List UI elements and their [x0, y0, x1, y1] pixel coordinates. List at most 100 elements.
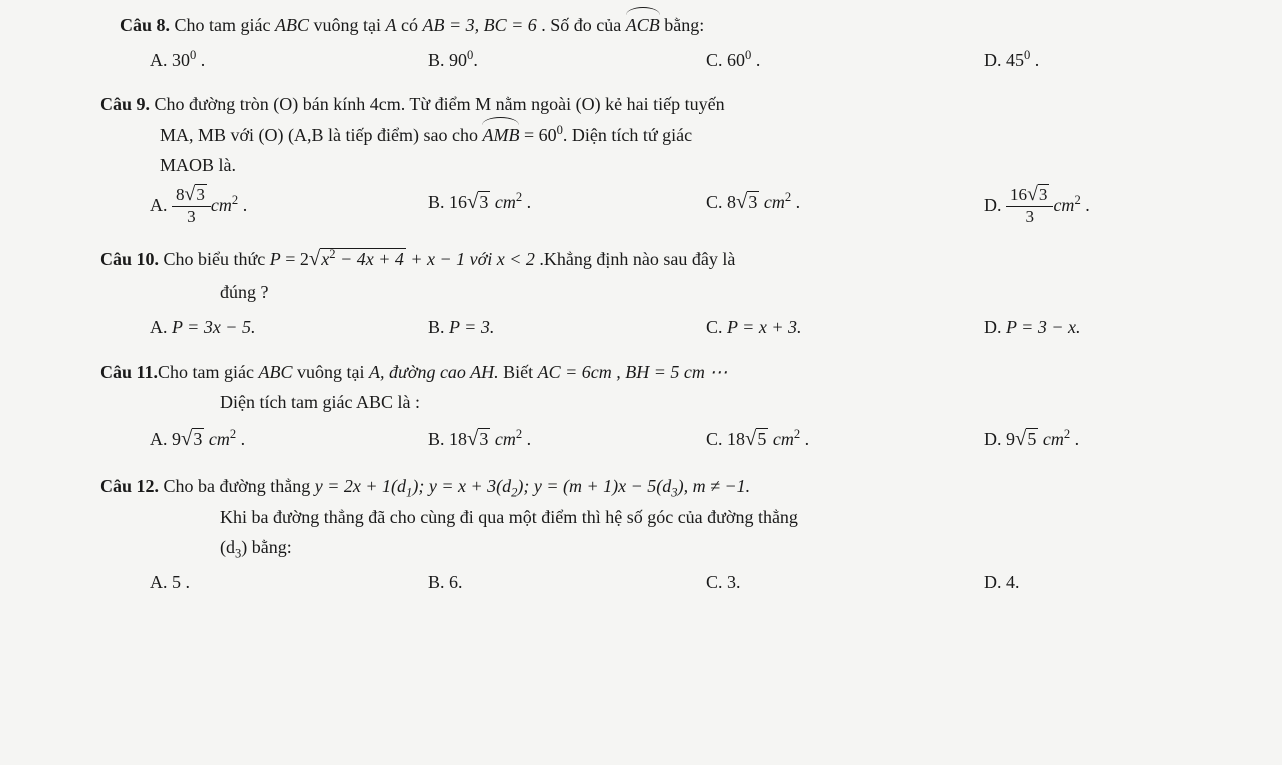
cm: cm: [495, 429, 516, 449]
eq4: ), m ≠ −1.: [678, 476, 751, 496]
tail: .: [1070, 429, 1079, 449]
q12-stem2: Khi ba đường thẳng đã cho cùng đi qua mộ…: [220, 502, 1262, 533]
tail: .: [473, 50, 478, 70]
q9-option-b: B. 16√3 cm2 .: [428, 185, 706, 228]
cm: cm: [495, 192, 516, 212]
r: 3: [195, 184, 207, 204]
tail: .: [196, 50, 205, 70]
q9-stem2: MA, MB với (O) (A,B là tiếp điểm) sao ch…: [160, 120, 1262, 151]
val: P = x + 3.: [727, 317, 801, 337]
after: + x − 1 với: [406, 249, 497, 269]
q10-option-b: B. P = 3.: [428, 312, 706, 343]
q8-option-a: A. 300 .: [150, 45, 428, 76]
eq: = 2: [281, 249, 309, 269]
q12-label: Câu 12.: [100, 476, 159, 496]
p: P: [270, 249, 281, 269]
pre: (d: [220, 537, 235, 557]
label: D.: [984, 317, 1002, 337]
q11-option-a: A. 9√3 cm2 .: [150, 422, 428, 457]
tail: − 4x + 4: [336, 249, 404, 269]
val: 4.: [1006, 572, 1020, 592]
tail: .: [522, 192, 531, 212]
eq: = 60: [519, 125, 556, 145]
val: 60: [727, 50, 745, 70]
text: Cho ba đường thẳng: [164, 476, 315, 496]
fraction: 8√3 3: [172, 183, 211, 226]
q9-option-c: C. 8√3 cm2 .: [706, 185, 984, 228]
question-8: Câu 8. Cho tam giác ABC vuông tại A có A…: [120, 10, 1262, 75]
label: D.: [984, 50, 1002, 70]
r: 5: [756, 428, 768, 449]
text: . Số đo của: [537, 15, 626, 35]
tail: .: [1081, 195, 1090, 215]
abc: ABC: [275, 15, 309, 35]
q10-label: Câu 10.: [100, 249, 159, 269]
question-9: Câu 9. Cho đường tròn (O) bán kính 4cm. …: [100, 89, 1262, 228]
text: . Diện tích tứ giác: [563, 125, 692, 145]
val: 5 .: [172, 572, 190, 592]
cond: x < 2: [497, 249, 535, 269]
label: A.: [150, 429, 168, 449]
q11-label: Câu 11.: [100, 362, 158, 382]
q9-option-a: A. 8√3 3 cm2 .: [150, 185, 428, 228]
a: 8: [727, 192, 736, 212]
tail: .: [1030, 50, 1039, 70]
eq: AC = 6cm , BH = 5 cm ⋯: [538, 362, 728, 382]
question-11: Câu 11.Cho tam giác ABC vuông tại A, đườ…: [100, 357, 1262, 457]
r: 3: [192, 428, 204, 449]
eq2: ); y = x + 3(d: [412, 476, 511, 496]
r: 3: [478, 428, 490, 449]
text: MA, MB với (O) (A,B là tiếp điểm) sao ch…: [160, 125, 482, 145]
q12-option-a: A. 5 .: [150, 567, 428, 598]
val: 3.: [727, 572, 741, 592]
q8-option-c: C. 600 .: [706, 45, 984, 76]
r: 5: [1026, 428, 1038, 449]
arc-acb: ACB: [626, 10, 660, 41]
a: A,: [369, 362, 389, 382]
cm: cm: [1053, 195, 1074, 215]
q11-stem2: Diện tích tam giác ABC là :: [220, 387, 1262, 418]
r: 3: [478, 191, 490, 212]
a: 16: [1010, 185, 1027, 204]
q9-label: Câu 9.: [100, 94, 150, 114]
question-10: Câu 10. Cho biểu thức P = 2√x2 − 4x + 4 …: [100, 242, 1262, 342]
cm: cm: [211, 195, 232, 215]
end: ) bằng:: [241, 537, 291, 557]
text: Cho biểu thức: [164, 249, 270, 269]
label: C.: [706, 429, 723, 449]
a: 9: [1006, 429, 1015, 449]
label: C.: [706, 317, 723, 337]
val: P = 3x − 5.: [172, 317, 255, 337]
q11-option-c: C. 18√5 cm2 .: [706, 422, 984, 457]
text: bằng:: [660, 15, 705, 35]
tail: .: [791, 192, 800, 212]
label: C.: [706, 50, 723, 70]
label: B.: [428, 317, 445, 337]
label: A.: [150, 50, 168, 70]
q8-label: Câu 8.: [120, 15, 170, 35]
abc: ABC: [259, 362, 293, 382]
val: P = 3.: [449, 317, 494, 337]
label: B.: [428, 429, 445, 449]
question-12: Câu 12. Cho ba đường thẳng y = 2x + 1(d1…: [100, 471, 1262, 597]
text: Cho tam giác: [175, 15, 275, 35]
label: B.: [428, 50, 445, 70]
q8-stem: Cho tam giác ABC vuông tại A có AB = 3, …: [175, 15, 705, 35]
q9-stem3: MAOB là.: [160, 150, 1262, 181]
label: C.: [706, 192, 723, 212]
label: B.: [428, 192, 445, 212]
q11-option-b: B. 18√3 cm2 .: [428, 422, 706, 457]
q12-option-c: C. 3.: [706, 567, 984, 598]
q11-option-d: D. 9√5 cm2 .: [984, 422, 1262, 457]
q9-stem1: Cho đường tròn (O) bán kính 4cm. Từ điểm…: [155, 94, 725, 114]
q12-option-b: B. 6.: [428, 567, 706, 598]
arc-amb: AMB: [482, 120, 519, 151]
q12-stem3: (d3) bằng:: [220, 532, 1262, 563]
r: 3: [747, 191, 759, 212]
label: D.: [984, 429, 1002, 449]
val: 30: [172, 50, 190, 70]
q9-option-d: D. 16√3 3 cm2 .: [984, 185, 1262, 228]
den: 3: [172, 207, 211, 227]
label: A.: [150, 572, 168, 592]
a: 18: [449, 429, 467, 449]
